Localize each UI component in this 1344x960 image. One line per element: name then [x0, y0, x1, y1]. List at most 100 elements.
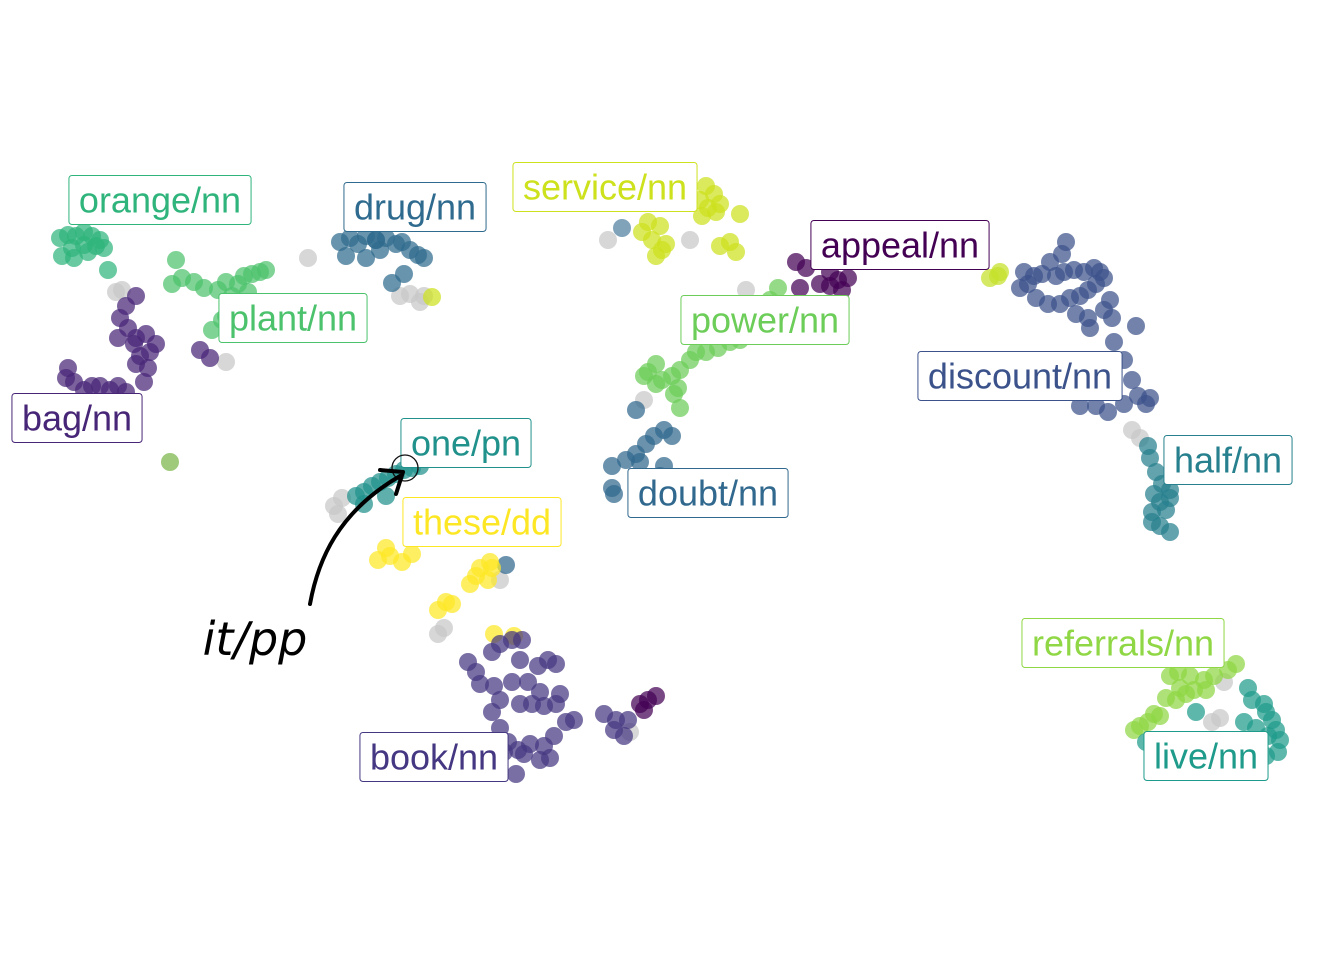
unlabeled-point: [1211, 709, 1229, 727]
point-book-nn: [515, 745, 533, 763]
point-drug-nn: [337, 247, 355, 265]
point-bag-nn: [59, 359, 77, 377]
point-power-nn: [671, 399, 689, 417]
point-doubt-nn: [497, 556, 515, 574]
cluster-label-drug-nn: drug/nn: [343, 182, 487, 232]
cluster-label-text: referrals/nn: [1032, 623, 1214, 664]
cluster-label-box: [68, 175, 252, 225]
point-book-nn: [619, 711, 637, 729]
point-doubt-nn: [617, 451, 635, 469]
point-discount-nn: [1071, 397, 1089, 415]
cluster-label-box: [917, 351, 1123, 401]
point-half-nn: [1161, 489, 1179, 507]
cluster-label-these-dd: these/dd: [402, 497, 562, 547]
point-service-nn: [727, 243, 745, 261]
point-book-nn: [547, 655, 565, 673]
cluster-label-plant-nn: plant/nn: [218, 293, 368, 343]
point-book-nn: [511, 695, 529, 713]
labels-layer: orange/nn drug/nn service/nn appeal/nn plant…: [11, 162, 1293, 782]
unlabeled-point: [333, 489, 351, 507]
unlabeled-point: [113, 281, 131, 299]
point-live-nn: [1187, 703, 1205, 721]
point-service-nn: [657, 235, 675, 253]
point-book-nn: [507, 765, 525, 783]
point-these-dd: [443, 595, 461, 613]
point-discount-nn: [1033, 265, 1051, 283]
cluster-label-box: [400, 418, 532, 468]
point-plant-nn: [195, 279, 213, 297]
point-referrals-nn: [1197, 681, 1215, 699]
point-discount-nn: [1103, 309, 1121, 327]
point-bag-nn: [125, 335, 143, 353]
cluster-label-orange-nn: orange/nn: [68, 175, 252, 225]
point-orange-nn: [99, 261, 117, 279]
point-power-nn: [669, 379, 687, 397]
point-these-dd: [461, 575, 479, 593]
point-book-nn: [531, 751, 549, 769]
point-orange-nn: [79, 243, 97, 261]
point-book-nn: [503, 673, 521, 691]
unlabeled-point: [435, 619, 453, 637]
cluster-label-text: doubt/nn: [638, 473, 778, 514]
cluster-label-live-nn: live/nn: [1143, 731, 1269, 781]
cluster-label-text: these/dd: [413, 502, 551, 543]
point-these-dd: [481, 553, 499, 571]
point-half-nn: [1161, 523, 1179, 541]
point-bag-nn: [135, 373, 153, 391]
cluster-label-box: [1163, 435, 1293, 485]
point-these-dd: [403, 545, 421, 563]
unlabeled-point: [991, 263, 1009, 281]
annotation-label: it/pp: [203, 612, 308, 666]
cluster-label-text: half/nn: [1174, 440, 1282, 481]
point-plant-nn: [257, 261, 275, 279]
point-service-nn: [423, 288, 441, 306]
cluster-label-half-nn: half/nn: [1163, 435, 1293, 485]
point-appeal-nn: [791, 279, 809, 297]
point-bag-nn: [127, 355, 145, 373]
point-referrals-nn: [1125, 721, 1143, 739]
cluster-label-appeal-nn: appeal/nn: [810, 220, 990, 270]
point-book-nn: [511, 651, 529, 669]
cluster-label-text: power/nn: [691, 300, 839, 341]
unlabeled-point: [329, 505, 347, 523]
point-book-nn: [483, 703, 501, 721]
point-book-nn: [513, 631, 531, 649]
cluster-label-text: bag/nn: [22, 398, 132, 439]
point-live-nn: [1269, 743, 1287, 761]
unlabeled-point: [681, 231, 699, 249]
annotation-arrow: [308, 474, 402, 606]
unlabeled-point: [299, 249, 317, 267]
point-doubt-nn: [605, 485, 623, 503]
unlabeled-point: [161, 453, 179, 471]
point-book-nn: [565, 711, 583, 729]
point-book-nn: [545, 727, 563, 745]
point-appeal-nn: [811, 275, 829, 293]
point-these-dd: [429, 601, 447, 619]
point-doubt-nn: [631, 453, 649, 471]
cluster-label-text: discount/nn: [928, 356, 1112, 397]
point-drug-nn: [415, 249, 433, 267]
cluster-label-box: [402, 497, 562, 547]
point-orange-nn: [65, 249, 83, 267]
cluster-label-text: live/nn: [1154, 736, 1258, 777]
point-doubt-nn: [663, 427, 681, 445]
point-discount-nn: [1067, 305, 1085, 323]
point-drug-nn: [383, 274, 401, 292]
point-service-nn: [711, 195, 729, 213]
cluster-label-text: one/pn: [411, 423, 521, 464]
annotation: it/pp: [203, 454, 419, 666]
point-doubt-nn: [603, 457, 621, 475]
point-plant-nn: [167, 251, 185, 269]
cluster-label-one-pn: one/pn: [400, 418, 532, 468]
cluster-label-bag-nn: bag/nn: [11, 393, 143, 443]
annotation-highlight-ring: [391, 454, 419, 482]
point-drug-nn: [357, 249, 375, 267]
point-discount-nn: [1027, 289, 1045, 307]
point-book-nn: [485, 677, 503, 695]
cluster-label-box: [1143, 731, 1269, 781]
point-power-nn: [647, 375, 665, 393]
cluster-label-box: [627, 468, 789, 518]
cluster-label-text: orange/nn: [79, 180, 241, 221]
point-bag-nn: [201, 349, 219, 367]
